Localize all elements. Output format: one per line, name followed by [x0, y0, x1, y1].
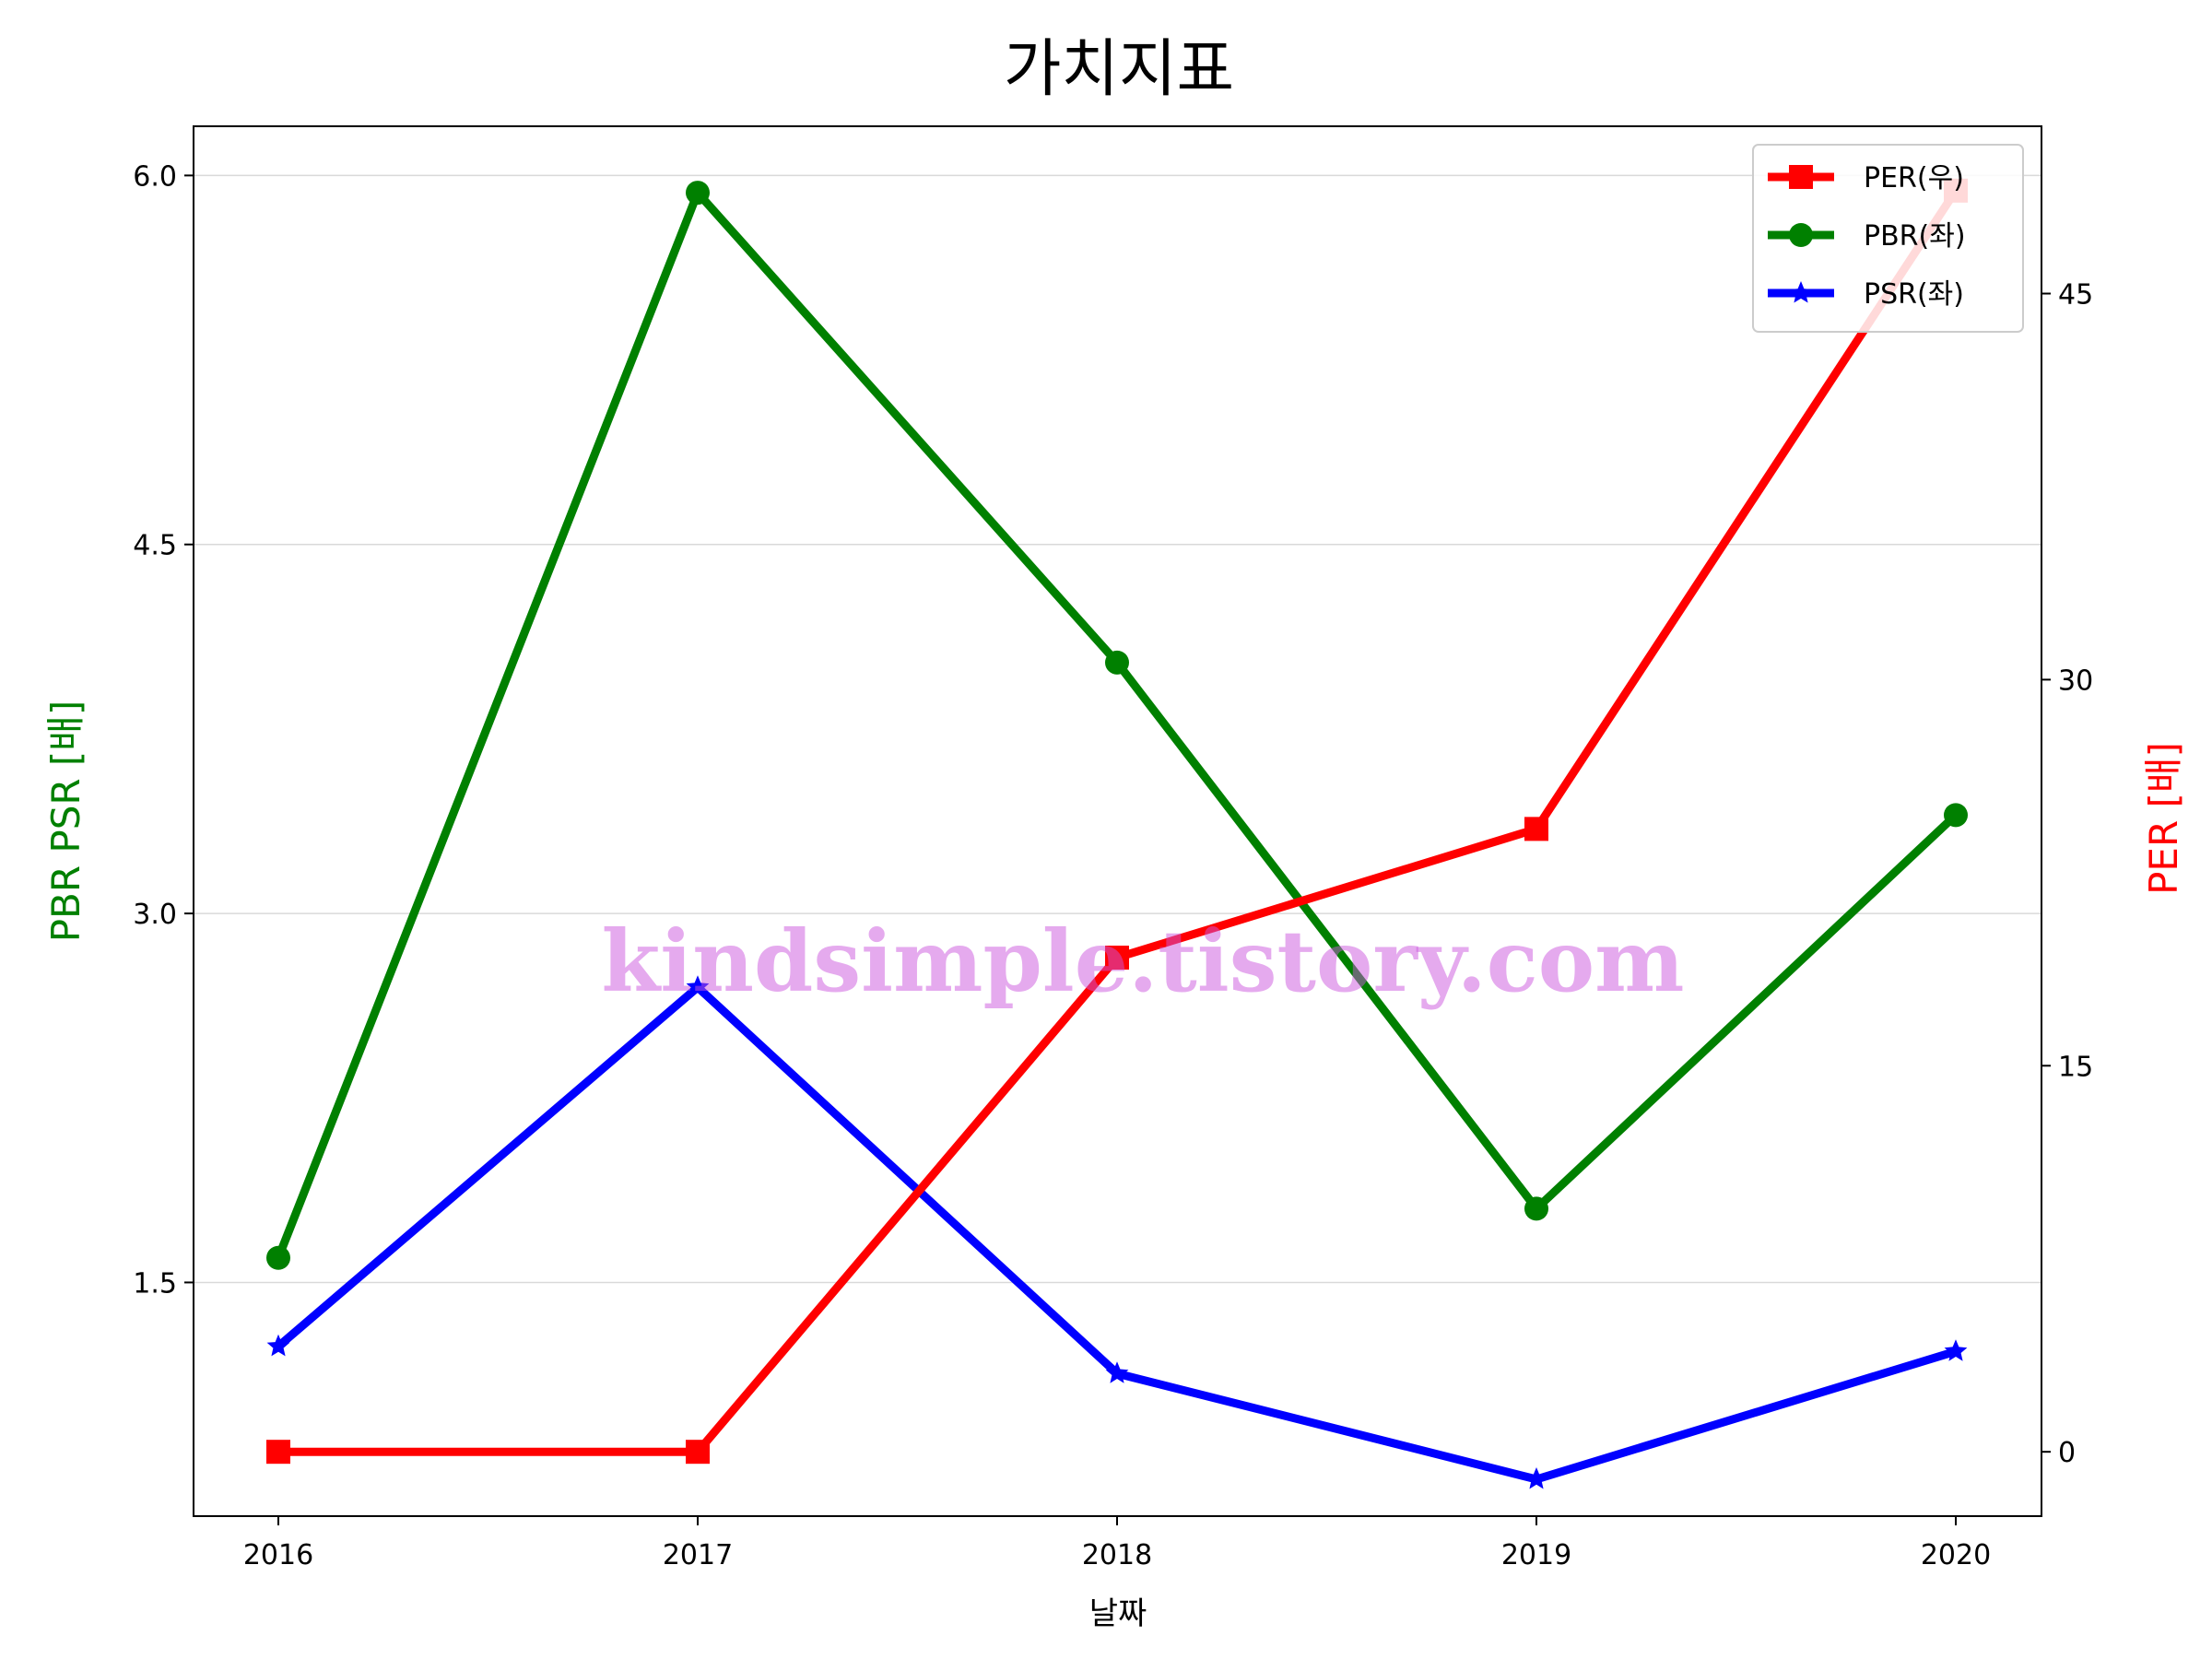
- data-point: [1105, 946, 1129, 971]
- data-point: [1944, 803, 1968, 828]
- chart-title: 가치지표: [1004, 33, 1234, 106]
- legend-box: [1752, 144, 2024, 333]
- series-PBR(좌): [266, 181, 1968, 1270]
- legend: PER(우) PBR(좌) PSR(좌): [1752, 144, 2024, 333]
- legend-entry: PSR(좌): [1768, 278, 1964, 311]
- data-point: [1524, 1196, 1548, 1221]
- x-axis: 2016 2017 2018 2019 2020: [243, 1516, 1991, 1571]
- data-point: [1524, 1467, 1548, 1489]
- right-y-tick-label: 30: [2058, 665, 2093, 697]
- data-point: [686, 975, 710, 997]
- legend-label: PSR(좌): [1864, 278, 1964, 311]
- left-y-tick-label: 6.0: [133, 160, 177, 193]
- series-PSR(좌): [266, 975, 1968, 1489]
- x-tick-label: 2019: [1501, 1539, 1571, 1571]
- legend-entry: PBR(좌): [1768, 220, 1966, 253]
- legend-label: PER(우): [1864, 162, 1964, 194]
- data-point: [1105, 1361, 1129, 1383]
- data-point: [266, 1245, 290, 1270]
- watermark: kindsimple.tistory.com: [601, 912, 1684, 1011]
- right-y-axis: 0 15 30 45: [2041, 279, 2093, 1469]
- right-y-tick-label: 45: [2058, 279, 2093, 312]
- data-point: [266, 1440, 290, 1465]
- data-point: [1944, 1339, 1968, 1361]
- left-y-tick-label: 1.5: [133, 1267, 177, 1300]
- data-point: [1524, 817, 1548, 841]
- legend-entry: PER(우): [1768, 162, 1964, 194]
- data-point: [1105, 650, 1129, 675]
- right-y-tick-label: 15: [2058, 1051, 2093, 1083]
- legend-marker: [1789, 281, 1813, 303]
- legend-marker: [1789, 223, 1813, 247]
- x-tick-label: 2017: [663, 1539, 733, 1571]
- data-point: [266, 1334, 290, 1357]
- x-tick-label: 2020: [1921, 1539, 1991, 1571]
- left-y-tick-label: 3.0: [133, 899, 177, 931]
- x-tick-label: 2016: [243, 1539, 313, 1571]
- legend-label: PBR(좌): [1864, 220, 1966, 253]
- left-y-axis-label: PBR PSR [배]: [43, 700, 88, 943]
- legend-marker: [1789, 165, 1813, 189]
- right-y-tick-label: 0: [2058, 1437, 2076, 1469]
- left-y-tick-label: 4.5: [133, 530, 177, 562]
- data-point: [686, 1440, 710, 1465]
- x-tick-label: 2018: [1082, 1539, 1152, 1571]
- gridlines: [194, 174, 2041, 1284]
- left-y-axis: 1.5 3.0 4.5 6.0: [133, 160, 194, 1300]
- data-point: [686, 181, 710, 206]
- right-y-axis-label: PER [배]: [2141, 742, 2186, 895]
- x-axis-label: 날짜: [1089, 1595, 1147, 1632]
